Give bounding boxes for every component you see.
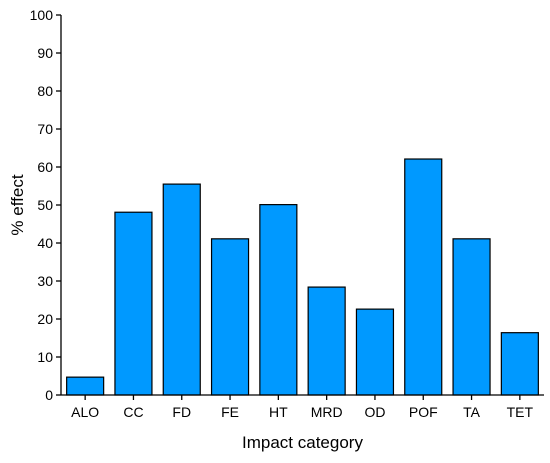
bar-tet [500, 332, 539, 396]
y-tick-label: 0 [45, 387, 53, 403]
x-tick-label: TA [463, 404, 481, 420]
x-tick-label: POF [409, 404, 438, 420]
x-axis-title: Impact category [242, 433, 363, 452]
y-tick-label: 40 [37, 235, 53, 251]
x-axis-ticks: ALO CC FD FE HT MRD OD POF TA TET [71, 395, 534, 420]
bar-pof [404, 158, 443, 396]
bar-mrd [307, 286, 346, 396]
bar-cc [114, 211, 153, 396]
x-tick-label: MRD [311, 404, 343, 420]
y-tick-label: 20 [37, 311, 53, 327]
x-tick-label: CC [123, 404, 143, 420]
bar-ta [452, 238, 491, 396]
x-tick-label: FD [172, 404, 191, 420]
y-axis-ticks: 0 10 20 30 40 50 60 70 80 90 100 [30, 7, 61, 403]
y-tick-label: 90 [37, 45, 53, 61]
bar-fd [162, 183, 201, 396]
bar-fe [210, 238, 250, 396]
x-tick-label: HT [269, 404, 288, 420]
x-tick-label: OD [364, 404, 385, 420]
y-tick-label: 10 [37, 349, 53, 365]
bars-group [66, 158, 539, 396]
y-tick-label: 50 [37, 197, 53, 213]
y-axis-title: % effect [8, 174, 27, 235]
y-tick-label: 70 [37, 121, 53, 137]
x-tick-label: TET [507, 404, 534, 420]
x-tick-label: FE [221, 404, 239, 420]
bar-ht [259, 204, 298, 396]
y-tick-label: 100 [30, 7, 54, 23]
y-tick-label: 80 [37, 83, 53, 99]
bar-alo [66, 376, 105, 396]
x-tick-label: ALO [71, 404, 99, 420]
y-tick-label: 60 [37, 159, 53, 175]
y-tick-label: 30 [37, 273, 53, 289]
bar-od [355, 308, 395, 396]
